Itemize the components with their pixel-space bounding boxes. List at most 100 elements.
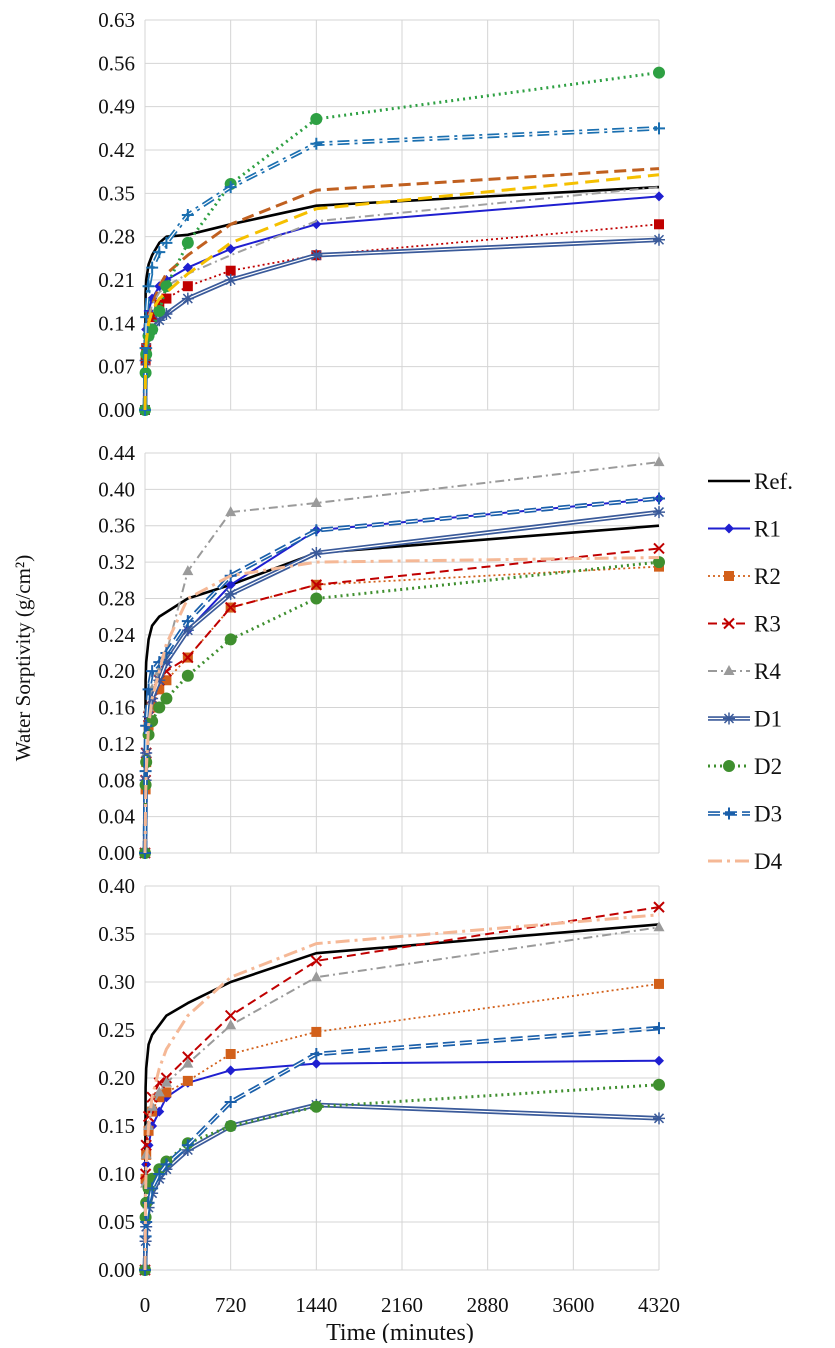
y-tick-label: 0.07 (98, 355, 135, 379)
series-D2-point (153, 701, 166, 714)
series-D1-point (653, 1112, 665, 1125)
series-R3-point (310, 579, 323, 591)
series-R4-point (653, 921, 665, 932)
x-tick-label: 2880 (467, 1293, 509, 1317)
x-tick-label: 4320 (638, 1293, 680, 1317)
series-D2-point (160, 692, 173, 705)
y-tick-label: 0.14 (98, 311, 135, 335)
series-D3 (139, 492, 665, 859)
series-D1-point (653, 233, 665, 246)
series-R3-point (140, 1139, 152, 1151)
legend-label: D1 (754, 707, 782, 732)
y-tick-label: 0.49 (98, 95, 135, 119)
series-D4 (143, 556, 660, 854)
series-R2-point (654, 219, 664, 230)
legend-item-Ref.: Ref. (708, 469, 793, 494)
x-tick-label: 720 (215, 1293, 247, 1317)
y-tick-label: 0.00 (98, 398, 135, 422)
series-D3-point (310, 1048, 323, 1060)
series-D3-point (146, 665, 159, 678)
series-D1-point (653, 506, 665, 519)
x-ticks: 0 720 1440 2160 2880 3600 4320 (140, 1293, 680, 1317)
series-R2-line (144, 223, 660, 411)
legend-label: D3 (754, 802, 782, 827)
legend-item-D2: D2 (708, 754, 782, 779)
series-D2-point (224, 1120, 237, 1132)
y-tick-label: 0.24 (98, 623, 135, 647)
legend-item-R2: R2 (708, 564, 781, 589)
series-R1-point (182, 262, 193, 273)
series-D3-point (142, 280, 155, 293)
series-D4-line (143, 556, 660, 854)
series-D1-point (181, 292, 194, 305)
y-tick-label: 0.15 (98, 1114, 135, 1138)
y-tick-label: 0.30 (98, 970, 135, 994)
legend-label: D4 (754, 849, 783, 874)
series-R3-point (653, 901, 665, 913)
series-R1-point (225, 579, 236, 590)
y-tick-label: 0.40 (98, 874, 135, 898)
series-R1-point (225, 1065, 236, 1076)
y-tick-label: 0.44 (98, 441, 135, 465)
series-D3-point (153, 656, 166, 669)
series-D4 (143, 173, 660, 411)
series-Ref.-line (143, 185, 660, 411)
y-tick-label: 0.00 (98, 1258, 135, 1282)
legend-marker (723, 807, 735, 820)
series-R2-point (225, 1049, 236, 1059)
legend-item-R3: R3 (708, 612, 781, 637)
series-D3-point (146, 1182, 159, 1195)
series-R4-line (144, 186, 660, 411)
series-D3-point (310, 137, 323, 150)
series-D2-point (224, 633, 237, 646)
series-D3-point (146, 261, 159, 274)
panel-2-grid (144, 452, 660, 854)
series-D1-point (310, 547, 323, 559)
series-D3-point (224, 181, 237, 194)
panels-layer: 0.00 0.07 0.14 0.21 0.28 0.35 0.42 0.49 0.56 0.63… (98, 8, 680, 1317)
series-D1-point (140, 747, 153, 759)
series-D3-point (653, 492, 665, 505)
series-Ref.-line (143, 923, 660, 1271)
series-D1-point (160, 308, 173, 321)
series-D1-point (181, 624, 194, 637)
series-D3-point (310, 524, 323, 537)
series-D3-point (160, 647, 173, 659)
series-D2-point (310, 113, 323, 126)
series-D1-point (224, 274, 237, 286)
panel-3: 0.00 0.05 0.10 0.15 0.20 0.25 0.30 0.35 0.40 (98, 874, 665, 1282)
x-tick-label: 2160 (381, 1293, 423, 1317)
legend-marker (723, 760, 735, 772)
legend-label: R1 (754, 517, 781, 542)
y-tick-label: 0.20 (98, 1066, 135, 1090)
y-tick-label: 0.63 (98, 8, 135, 32)
series-D2-point (181, 669, 194, 682)
series-D2-point (653, 556, 665, 569)
legend-label: R4 (754, 659, 781, 684)
y-tick-label: 0.35 (98, 181, 135, 205)
series-D2-point (310, 1100, 323, 1113)
legend-marker (724, 523, 734, 534)
legend-item-D3: D3 (708, 802, 782, 827)
series-D3-point (181, 615, 194, 628)
series-R4-point (225, 1019, 237, 1030)
legend-label: R3 (754, 612, 781, 637)
y-tick-label: 0.10 (98, 1162, 135, 1186)
y-tick-label: 0.00 (98, 841, 135, 865)
series-D3-point (653, 1022, 665, 1035)
series-R3-line (143, 167, 660, 411)
series-D1-point (153, 314, 166, 327)
series-R2-point (225, 265, 236, 276)
series-D3-point (653, 122, 665, 135)
series-D3-point (153, 1168, 166, 1180)
legend-item-D1: D1 (708, 707, 782, 732)
series-D1-point (160, 656, 173, 669)
series-R1-point (311, 1058, 322, 1069)
x-tick-label: 0 (140, 1293, 151, 1317)
series-R4-point (310, 971, 322, 982)
series-R2-point (311, 1026, 322, 1037)
series-R2-point (182, 1075, 193, 1086)
panel-1: 0.00 0.07 0.14 0.21 0.28 0.35 0.42 0.49 0.56 0.63 (98, 8, 665, 422)
panel-3-grid (144, 885, 660, 1271)
